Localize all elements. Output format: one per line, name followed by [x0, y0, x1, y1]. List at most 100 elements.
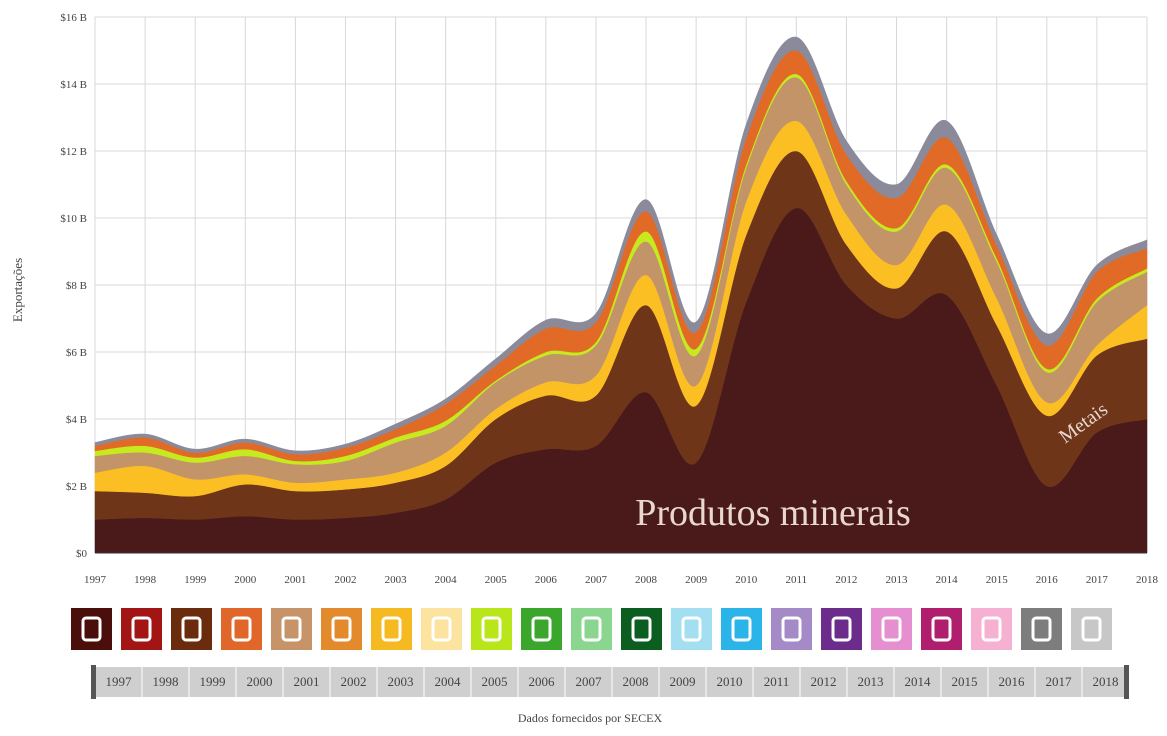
timeline-year: 2012: [811, 674, 837, 689]
icon-glyph: [781, 616, 802, 642]
y-tick-label: $12 B: [60, 146, 87, 158]
icon-glyph: [481, 616, 502, 642]
timeline-year: 1997: [106, 674, 133, 689]
x-tick-label: 2016: [1036, 574, 1059, 586]
icon-glyph: [731, 616, 752, 642]
y-tick-label: $14 B: [60, 79, 87, 91]
category-icon: [971, 608, 1012, 650]
timeline-year: 2004: [435, 674, 462, 689]
x-tick-label: 2017: [1086, 574, 1109, 586]
x-tick-label: 2013: [886, 574, 909, 586]
category-icons: [71, 608, 1112, 650]
icon-glyph: [631, 616, 652, 642]
x-tick-label: 2006: [535, 574, 558, 586]
timeline-handle: [1124, 665, 1129, 699]
category-icon: [521, 608, 562, 650]
x-tick-label: 2000: [234, 574, 257, 586]
timeline-year: 2016: [999, 674, 1026, 689]
x-tick-label: 2007: [585, 574, 608, 586]
x-tick-label: 2011: [786, 574, 808, 586]
category-icon: [1021, 608, 1062, 650]
x-tick-label: 2009: [685, 574, 708, 586]
icon-glyph: [1031, 616, 1052, 642]
area: [94, 36, 1148, 455]
icon-glyph: [681, 616, 702, 642]
x-tick-label: 1997: [84, 574, 107, 586]
timeline-handle: [91, 665, 96, 699]
icon-glyph: [981, 616, 1002, 642]
x-tick-label: 2018: [1136, 574, 1159, 586]
icon-glyph: [81, 616, 102, 642]
timeline-year: 2007: [576, 674, 603, 689]
icon-glyph: [831, 616, 852, 642]
timeline-year: 2008: [623, 674, 649, 689]
icon-glyph: [881, 616, 902, 642]
icon-glyph: [331, 616, 352, 642]
timeline-year: 1998: [153, 674, 179, 689]
x-tick-label: 2012: [835, 574, 857, 586]
timeline-year: 2000: [247, 674, 273, 689]
icon-glyph: [381, 616, 402, 642]
icon-glyph: [231, 616, 252, 642]
category-icon: [471, 608, 512, 650]
y-tick-label: $8 B: [66, 280, 87, 292]
timeline-year: 2011: [764, 674, 790, 689]
category-icon: [121, 608, 162, 650]
timeline-year: 2005: [482, 674, 508, 689]
category-icon: [321, 608, 362, 650]
timeline-year: 2002: [341, 674, 367, 689]
timeline-year: 2017: [1046, 674, 1073, 689]
source-note: Dados fornecidos por SECEX: [518, 711, 663, 725]
timeline-year: 2001: [294, 674, 320, 689]
category-icon: [921, 608, 962, 650]
category-icon: [271, 608, 312, 650]
category-icon: [771, 608, 812, 650]
x-tick-label: 2005: [485, 574, 508, 586]
y-axis-label: Exportações: [10, 258, 25, 322]
x-tick-label: 2010: [735, 574, 758, 586]
x-tick-label: 1998: [134, 574, 157, 586]
category-icon: [621, 608, 662, 650]
timeline-bar: [93, 667, 1127, 697]
icon-glyph: [931, 616, 952, 642]
category-icon: [171, 608, 212, 650]
timeline-year: 2009: [670, 674, 696, 689]
icon-glyph: [131, 616, 152, 642]
x-tick-label: 2004: [435, 574, 458, 586]
timeline-year: 2010: [717, 674, 743, 689]
x-tick-label: 1999: [184, 574, 207, 586]
icon-glyph: [281, 616, 302, 642]
timeline-year: 2018: [1093, 674, 1119, 689]
y-tick-label: $6 B: [66, 347, 87, 359]
y-tick-label: $4 B: [66, 414, 87, 426]
category-icon: [821, 608, 862, 650]
icon-glyph: [431, 616, 452, 642]
category-icon: [421, 608, 462, 650]
icon-glyph: [531, 616, 552, 642]
icon-glyph: [1081, 616, 1102, 642]
category-icon: [721, 608, 762, 650]
category-icon: [371, 608, 412, 650]
timeline-year: 2013: [858, 674, 884, 689]
timeline-year: 2014: [905, 674, 932, 689]
timeline-year: 2015: [952, 674, 978, 689]
category-icon: [571, 608, 612, 650]
x-tick-label: 2001: [284, 574, 306, 586]
category-icon: [71, 608, 112, 650]
x-tick-label: 2003: [385, 574, 408, 586]
timeline-year: 2003: [388, 674, 414, 689]
x-tick-label: 2014: [936, 574, 959, 586]
category-icon: [1071, 608, 1112, 650]
timeline-year: 2006: [529, 674, 556, 689]
category-icon: [871, 608, 912, 650]
x-tick-label: 2008: [635, 574, 658, 586]
area-label: Produtos minerais: [635, 492, 910, 534]
y-tick-label: $0: [76, 548, 88, 560]
x-tick-label: 2015: [986, 574, 1009, 586]
y-tick-label: $10 B: [60, 213, 87, 225]
icon-glyph: [181, 616, 202, 642]
x-tick-label: 2002: [334, 574, 356, 586]
category-icon: [671, 608, 712, 650]
category-icon: [221, 608, 262, 650]
